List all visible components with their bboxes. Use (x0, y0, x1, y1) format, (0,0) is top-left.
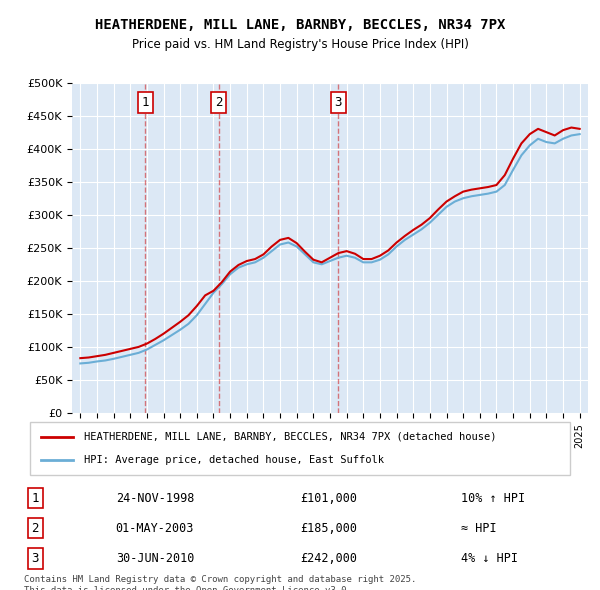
Text: £185,000: £185,000 (300, 522, 357, 535)
Text: HEATHERDENE, MILL LANE, BARNBY, BECCLES, NR34 7PX (detached house): HEATHERDENE, MILL LANE, BARNBY, BECCLES,… (84, 432, 497, 442)
Text: HEATHERDENE, MILL LANE, BARNBY, BECCLES, NR34 7PX: HEATHERDENE, MILL LANE, BARNBY, BECCLES,… (95, 18, 505, 32)
Text: 3: 3 (335, 96, 342, 109)
Text: 2: 2 (215, 96, 223, 109)
Text: 1: 1 (31, 491, 39, 504)
Text: 10% ↑ HPI: 10% ↑ HPI (461, 491, 526, 504)
Text: 30-JUN-2010: 30-JUN-2010 (116, 552, 194, 565)
Text: 01-MAY-2003: 01-MAY-2003 (116, 522, 194, 535)
Text: 24-NOV-1998: 24-NOV-1998 (116, 491, 194, 504)
Text: 3: 3 (31, 552, 39, 565)
Text: 2: 2 (31, 522, 39, 535)
Text: Contains HM Land Registry data © Crown copyright and database right 2025.
This d: Contains HM Land Registry data © Crown c… (24, 575, 416, 590)
Text: HPI: Average price, detached house, East Suffolk: HPI: Average price, detached house, East… (84, 455, 384, 465)
Text: Price paid vs. HM Land Registry's House Price Index (HPI): Price paid vs. HM Land Registry's House … (131, 38, 469, 51)
Text: 4% ↓ HPI: 4% ↓ HPI (461, 552, 518, 565)
Text: £242,000: £242,000 (300, 552, 357, 565)
Text: 1: 1 (142, 96, 149, 109)
Text: ≈ HPI: ≈ HPI (461, 522, 497, 535)
Text: £101,000: £101,000 (300, 491, 357, 504)
FancyBboxPatch shape (30, 422, 570, 475)
